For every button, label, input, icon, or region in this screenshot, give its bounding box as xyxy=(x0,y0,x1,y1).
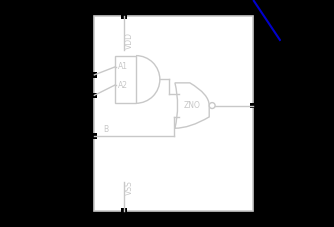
FancyBboxPatch shape xyxy=(121,208,127,214)
Text: ZNO: ZNO xyxy=(183,101,200,110)
PathPatch shape xyxy=(175,83,209,128)
FancyBboxPatch shape xyxy=(250,103,256,108)
Text: VDD: VDD xyxy=(125,32,134,49)
Circle shape xyxy=(209,103,215,109)
FancyBboxPatch shape xyxy=(92,133,97,139)
FancyBboxPatch shape xyxy=(115,56,136,103)
Text: B: B xyxy=(104,125,109,134)
Text: VSS: VSS xyxy=(125,180,134,195)
FancyBboxPatch shape xyxy=(92,93,97,98)
FancyBboxPatch shape xyxy=(92,72,97,78)
FancyBboxPatch shape xyxy=(95,16,253,211)
FancyBboxPatch shape xyxy=(121,13,127,19)
Text: A2: A2 xyxy=(118,81,128,90)
Text: A1: A1 xyxy=(118,62,128,72)
